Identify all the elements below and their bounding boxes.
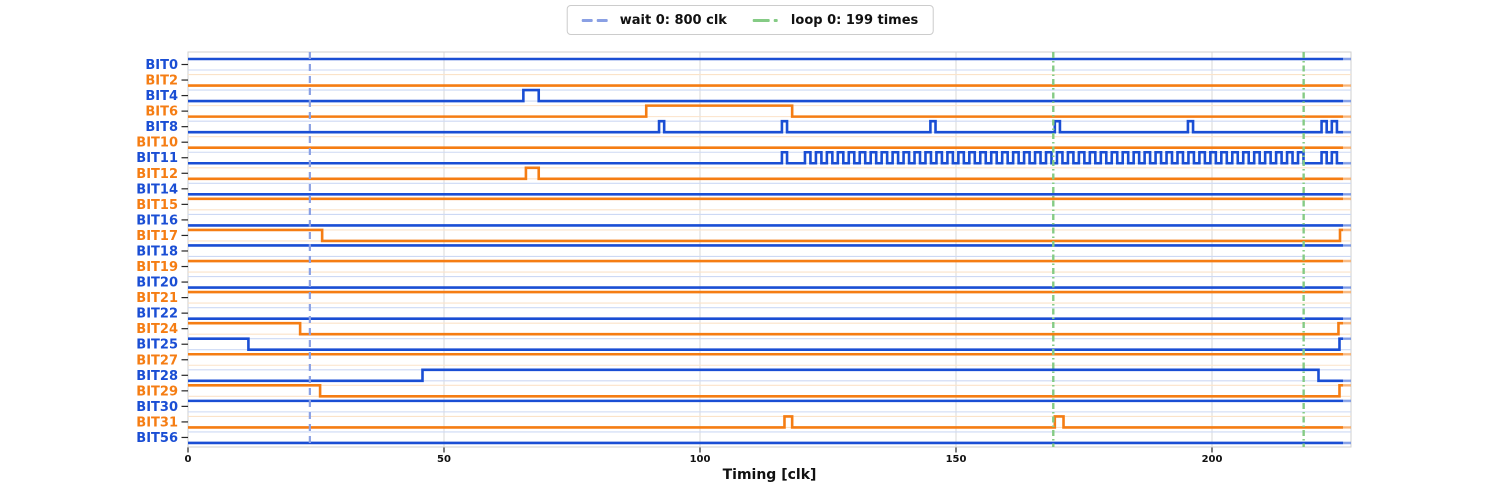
- legend-item-wait: wait 0: 800 clk: [581, 12, 727, 28]
- plot-border: [187, 51, 1352, 448]
- y-label-BIT30: BIT30: [136, 400, 178, 415]
- waveform-BIT17: [188, 228, 1344, 243]
- waveform-BIT6: [188, 104, 1344, 118]
- x-tick-label-0: 0: [185, 454, 192, 465]
- y-label-BIT25: BIT25: [136, 338, 178, 353]
- waveform-BIT29: [188, 384, 1344, 398]
- waveform-BIT24: [188, 321, 1344, 336]
- legend-loop-label: loop 0: 199 times: [790, 12, 919, 28]
- waveform-BIT31: [188, 415, 1344, 429]
- y-label-BIT4: BIT4: [145, 89, 178, 104]
- legend: wait 0: 800 clk loop 0: 199 times: [566, 5, 934, 35]
- y-label-BIT18: BIT18: [136, 244, 178, 259]
- y-label-BIT12: BIT12: [136, 167, 178, 182]
- y-label-BIT8: BIT8: [145, 120, 178, 135]
- waveform-BIT12: [188, 166, 1344, 181]
- y-label-BIT2: BIT2: [145, 74, 178, 89]
- y-label-BIT19: BIT19: [136, 260, 178, 275]
- y-label-BIT0: BIT0: [145, 58, 178, 73]
- y-label-BIT29: BIT29: [136, 384, 178, 399]
- y-label-BIT14: BIT14: [136, 182, 178, 197]
- y-label-BIT24: BIT24: [136, 322, 178, 337]
- y-label-BIT11: BIT11: [136, 151, 178, 166]
- waveform-BIT25: [188, 337, 1344, 352]
- waveform-BIT4: [188, 88, 1344, 103]
- y-label-BIT20: BIT20: [136, 276, 178, 291]
- x-tick-label-150: 150: [946, 454, 967, 465]
- y-label-BIT31: BIT31: [136, 415, 178, 430]
- waveform-BIT11: [188, 150, 1344, 165]
- y-label-BIT6: BIT6: [145, 105, 178, 120]
- waveform-BIT28: [188, 368, 1344, 383]
- x-tick-label-50: 50: [437, 454, 451, 465]
- y-label-BIT56: BIT56: [136, 431, 178, 446]
- x-axis-label: Timing [clk]: [723, 467, 817, 483]
- x-tick-label-100: 100: [690, 454, 711, 465]
- y-label-BIT21: BIT21: [136, 291, 178, 306]
- y-label-BIT28: BIT28: [136, 369, 178, 384]
- x-tick-label-200: 200: [1202, 454, 1223, 465]
- y-label-BIT15: BIT15: [136, 198, 178, 213]
- y-label-BIT17: BIT17: [136, 229, 178, 244]
- y-label-BIT22: BIT22: [136, 307, 178, 322]
- loop-dash-swatch: [752, 18, 783, 22]
- wait-dash-swatch: [581, 18, 612, 22]
- legend-wait-label: wait 0: 800 clk: [619, 12, 727, 28]
- y-label-BIT10: BIT10: [136, 136, 178, 151]
- waveform-BIT8: [188, 119, 1344, 134]
- y-label-BIT27: BIT27: [136, 353, 178, 368]
- legend-item-loop: loop 0: 199 times: [752, 12, 919, 28]
- y-label-BIT16: BIT16: [136, 213, 178, 228]
